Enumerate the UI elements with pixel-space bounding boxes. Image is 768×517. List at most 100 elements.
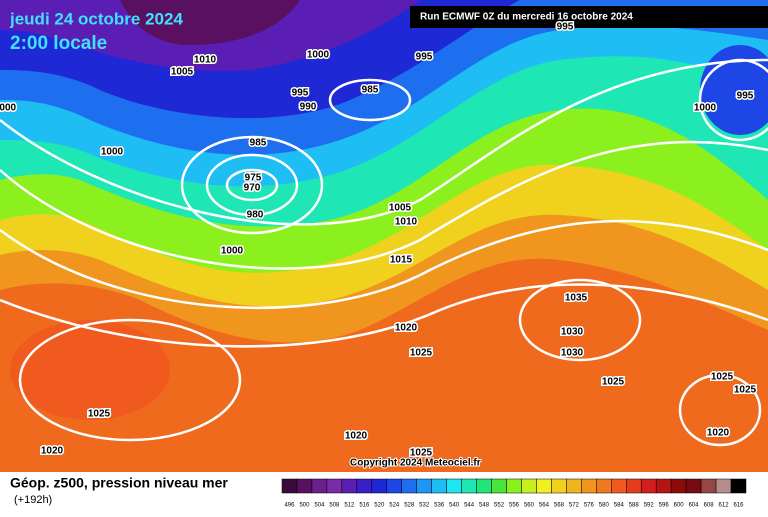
lead-time: (+192h) (14, 494, 52, 506)
legend-swatch (356, 478, 373, 494)
isobar-label: 1035 (565, 293, 588, 304)
isobar-label: 1020 (41, 446, 64, 457)
legend-swatch (655, 478, 672, 494)
legend-swatch (386, 478, 402, 494)
legend-label: 588 (629, 503, 640, 509)
legend-swatch (341, 478, 358, 494)
legend-label: 576 (584, 503, 595, 509)
legend-label: 536 (434, 503, 445, 509)
legend-label: 564 (539, 503, 550, 509)
legend-swatch (431, 478, 447, 494)
time: 2:00 locale (10, 33, 107, 54)
isobar-label: 990 (300, 102, 317, 113)
isobar-label: 1005 (171, 67, 194, 78)
legend-swatch (715, 478, 732, 494)
isobar-label: 1000 (101, 147, 124, 158)
isobar-label: 1025 (410, 348, 433, 359)
legend-label: 560 (524, 503, 535, 509)
isobar-label: 1025 (602, 377, 625, 388)
isobar-label: 1005 (389, 203, 412, 214)
isobar-label: 1030 (561, 348, 584, 359)
legend-label: 500 (299, 503, 310, 509)
isobars (0, 58, 768, 447)
legend-label: 600 (674, 503, 685, 509)
isobar-label: 1025 (410, 448, 433, 459)
legend-label: 508 (329, 503, 340, 509)
date: jeudi 24 octobre 2024 (9, 9, 183, 28)
legend-swatch (401, 478, 417, 494)
isobar-label: 1015 (390, 255, 413, 266)
isobar-label: 985 (362, 85, 379, 96)
legend-swatch (506, 478, 522, 494)
isobar-label: 1000 (0, 103, 17, 114)
legend-label: 592 (644, 503, 655, 509)
legend-label: 596 (659, 503, 670, 509)
legend-swatch (416, 478, 432, 494)
isobar-label: 980 (247, 210, 264, 221)
run-info: Run ECMWF 0Z du mercredi 16 octobre 2024 (420, 12, 633, 23)
legend-swatch (640, 478, 657, 494)
legend-label: 572 (569, 503, 580, 509)
legend-swatch (461, 478, 477, 494)
legend-label: 496 (284, 503, 295, 509)
isobar-label: 1025 (711, 372, 734, 383)
isobar-label: 1025 (88, 409, 111, 420)
legend-label: 556 (509, 503, 520, 509)
legend-swatch (626, 478, 642, 494)
legend-swatch (551, 478, 567, 494)
legend-label: 504 (314, 503, 325, 509)
legend-swatch (700, 478, 717, 494)
isobar-label: 995 (557, 22, 574, 33)
footer-title: Géop. z500, pression niveau mer (10, 475, 228, 491)
legend-label: 608 (704, 503, 715, 509)
legend-swatch (446, 478, 462, 494)
isobar-label: 1020 (345, 431, 368, 442)
legend-label: 580 (599, 503, 610, 509)
legend-label: 524 (389, 503, 400, 509)
isobar-label: 1025 (734, 385, 757, 396)
legend-label: 516 (359, 503, 370, 509)
legend-swatch (670, 478, 687, 494)
legend-label: 604 (689, 503, 700, 509)
legend-swatch (326, 478, 343, 494)
legend-label: 552 (494, 503, 505, 509)
legend-swatch (596, 478, 612, 494)
isobar-label: 1000 (221, 246, 244, 257)
isobar-label: 1020 (395, 323, 418, 334)
legend-label: 532 (419, 503, 430, 509)
legend-label: 616 (734, 503, 745, 509)
legend-label: 528 (404, 503, 415, 509)
isobar-label: 985 (250, 138, 267, 149)
legend-swatch (476, 478, 492, 494)
legend-swatch (281, 478, 298, 494)
legend-swatch (371, 478, 388, 494)
legend-swatch (491, 478, 507, 494)
copyright: Copyright 2024 Meteociel.fr (350, 458, 481, 469)
isobar-label: 1000 (694, 103, 717, 114)
legend-label: 568 (554, 503, 565, 509)
isobar-label: 1010 (395, 217, 418, 228)
legend-swatch (685, 478, 702, 494)
color-legend: 496 500 504 508 512 516 520 524 528 532 536 540 544 5… (281, 478, 747, 509)
map-background (0, 0, 768, 472)
legend-label: 512 (344, 503, 355, 509)
legend-label: 544 (464, 503, 475, 509)
legend-swatch (296, 478, 313, 494)
isobar-label: 1020 (707, 428, 730, 439)
isobar-label: 995 (737, 91, 754, 102)
isobar-label: 1010 (194, 55, 217, 66)
legend-label: 540 (449, 503, 460, 509)
isobar-label: 995 (416, 52, 433, 63)
run-banner (410, 6, 768, 28)
legend-swatch (536, 478, 552, 494)
legend-label: 612 (719, 503, 730, 509)
legend-swatch (521, 478, 537, 494)
legend-swatch (581, 478, 597, 494)
isobar-label: 975 (245, 173, 262, 184)
isobar-label: 995 (292, 88, 309, 99)
isobar-label: 970 (244, 183, 261, 194)
legend-label: 584 (614, 503, 625, 509)
legend-swatch (611, 478, 627, 494)
